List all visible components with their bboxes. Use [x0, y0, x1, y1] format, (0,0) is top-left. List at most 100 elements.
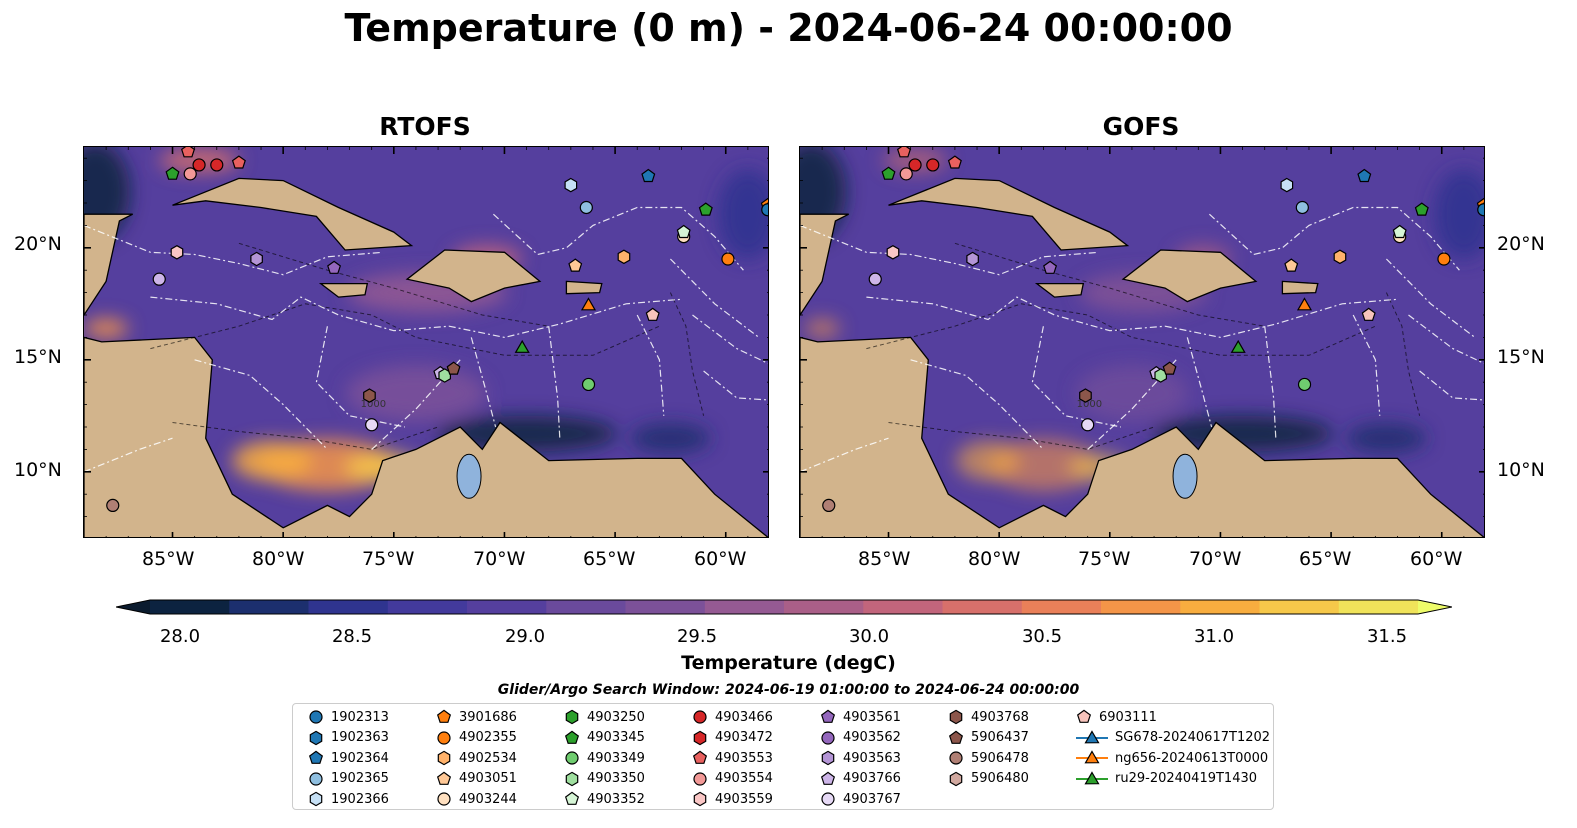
legend-marker-icon	[949, 709, 963, 725]
argo-float-marker	[564, 177, 578, 193]
argo-float-marker	[1079, 388, 1092, 403]
legend-item: 4903563	[819, 749, 901, 767]
legend-label: 1902363	[331, 730, 389, 745]
legend-item: 1902366	[307, 790, 389, 808]
argo-float-marker	[250, 251, 263, 267]
glider-marker	[1296, 297, 1313, 311]
legend-marker-icon	[693, 771, 707, 786]
colorbar-segment	[150, 600, 230, 614]
legend-label: 1902364	[331, 750, 389, 766]
colorbar-label: Temperature (degC)	[681, 652, 896, 674]
argo-float-marker	[363, 388, 376, 403]
argo-float-marker	[645, 307, 660, 321]
legend-label: 4903554	[715, 771, 773, 786]
argo-float-marker	[926, 158, 940, 172]
legend-label: 4903767	[843, 791, 901, 807]
legend-item: 5906478	[947, 749, 1029, 767]
bathymetry-contour	[172, 422, 439, 450]
legend-label: 3901686	[459, 709, 517, 725]
colorbar-outline	[116, 599, 1452, 615]
legend-marker-icon	[436, 771, 452, 785]
eez-boundary	[703, 370, 768, 401]
colorbar-segment	[625, 600, 706, 614]
legend-item: 4903554	[691, 770, 773, 788]
legend-item: 4903561	[819, 708, 901, 726]
colorbar-segment	[942, 600, 1023, 614]
legend-symbol-icon	[565, 709, 579, 725]
legend-label: 4903352	[587, 791, 645, 807]
legend-item: 4903553	[691, 749, 773, 767]
legend-marker-icon	[1076, 709, 1092, 723]
argo-float-marker	[908, 158, 922, 172]
legend-item: 5906480	[947, 770, 1029, 788]
legend-label: 4903250	[587, 709, 645, 725]
legend-marker-icon	[309, 771, 323, 786]
legend-label: 4902534	[459, 750, 517, 766]
lon-tick-label: 80°W	[968, 548, 1021, 570]
argo-float-marker	[365, 418, 379, 432]
legend-label: 4903553	[715, 750, 773, 766]
land-mass	[84, 336, 768, 537]
legend-item: 4903559	[691, 790, 773, 808]
legend-marker-icon	[309, 710, 323, 724]
land-mass	[84, 213, 133, 317]
gofs-map: 1000	[799, 146, 1485, 538]
legend-label: 5906480	[971, 771, 1029, 786]
legend-marker-icon	[564, 791, 580, 805]
eez-boundary	[470, 337, 497, 428]
argo-float-marker	[152, 272, 166, 286]
argo-float-marker	[822, 498, 836, 512]
legend-triangle-icon	[1084, 770, 1100, 784]
legend-symbol-icon	[1076, 709, 1092, 723]
land-mass	[800, 336, 1484, 537]
argo-float-marker	[106, 498, 120, 512]
argo-float-marker	[183, 167, 197, 181]
colorbar-segment	[229, 600, 310, 614]
lon-tick-label: 85°W	[858, 548, 911, 570]
colorbar-tick-label: 28.5	[331, 626, 373, 647]
legend-item: ng656-20240613T0000	[1075, 749, 1268, 767]
legend-line-marker-icon	[1076, 770, 1108, 784]
eez-boundary	[1419, 370, 1484, 401]
legend-item: 4903766	[819, 770, 901, 788]
legend-symbol-icon	[437, 792, 451, 806]
legend-symbol-icon	[821, 730, 835, 745]
argo-float-marker	[1392, 224, 1407, 239]
glider-marker	[580, 297, 597, 311]
lon-tick-label: 65°W	[583, 548, 636, 570]
eez-boundary	[1031, 326, 1122, 428]
rtofs-map: 1000	[83, 146, 769, 538]
legend-symbol-icon	[437, 750, 451, 766]
legend-item: SG678-20240617T1202	[1075, 729, 1270, 747]
legend-item: 1902313	[307, 708, 389, 726]
glider-marker	[1230, 339, 1246, 353]
legend-symbol-icon	[565, 771, 579, 786]
lon-tick-label: 60°W	[694, 548, 747, 570]
argo-float-marker	[698, 202, 713, 216]
legend-item: 5906437	[947, 729, 1029, 747]
legend-marker-icon	[693, 791, 707, 807]
legend-marker-icon	[309, 791, 323, 807]
legend-label: 4903350	[587, 771, 645, 786]
land-mass	[172, 177, 414, 251]
legend-label: ng656-20240613T0000	[1115, 750, 1269, 766]
legend-label: 4903768	[971, 709, 1029, 725]
legend-symbol-icon	[437, 730, 451, 745]
legend-marker-icon	[437, 750, 451, 766]
legend-symbol-icon	[565, 751, 579, 765]
contour-label: 1000	[361, 399, 386, 410]
colorbar-tick-label: 31.0	[1193, 626, 1235, 647]
colorbar-extend-min	[116, 600, 150, 614]
contour-label: 1000	[1077, 399, 1102, 410]
eez-boundary	[1208, 206, 1460, 271]
legend-item: 4903250	[563, 708, 645, 726]
eez-boundary	[150, 296, 682, 339]
argo-float-marker	[1081, 418, 1095, 432]
colorbar-segment	[308, 600, 389, 614]
legend-label: 4903051	[459, 771, 517, 786]
legend-symbol-icon	[693, 791, 707, 807]
eez-boundary	[1087, 359, 1177, 450]
legend-triangle-icon	[1084, 729, 1100, 743]
argo-float-marker	[676, 224, 691, 239]
legend-symbol-icon	[692, 750, 708, 764]
